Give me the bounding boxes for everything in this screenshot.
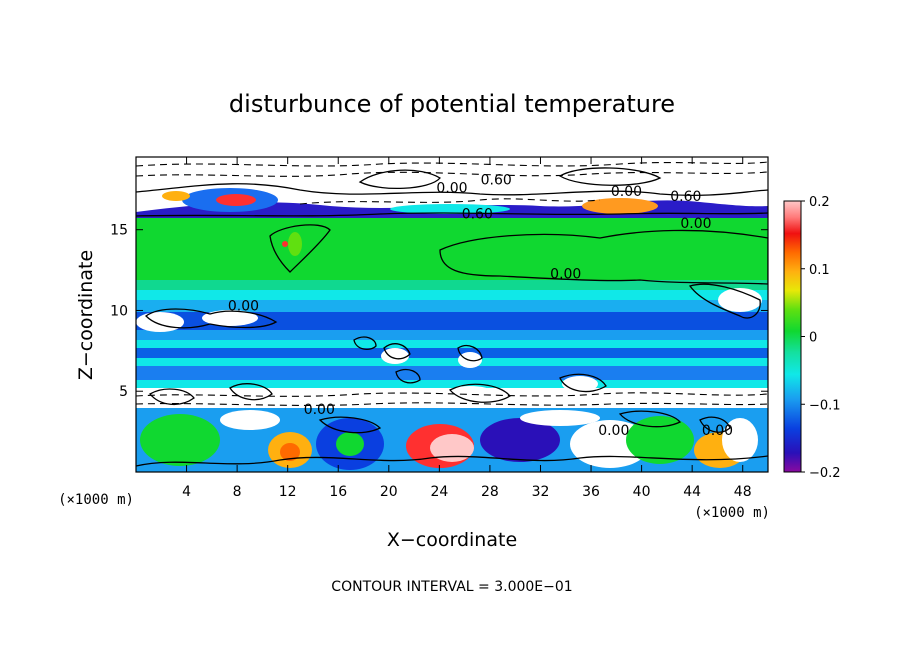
colorbar: 0.2 0.1 0 −0.1 −0.2 [783, 195, 841, 481]
contour-label: 0.00 [304, 402, 335, 418]
x-tick-label: 8 [233, 484, 242, 500]
colorbar-tick-label: −0.2 [809, 466, 841, 481]
x-tick-label: 20 [380, 484, 398, 500]
contour-label: 0.00 [550, 266, 581, 282]
x-tick-label: 44 [683, 484, 701, 500]
contour-label: 0.00 [228, 299, 259, 315]
x-tick-label: 32 [532, 484, 550, 500]
contour-label: 0.00 [680, 216, 711, 232]
colorbar-gradient [783, 200, 802, 473]
contour-label: 0.00 [598, 423, 629, 439]
contour-label: 0.00 [611, 184, 642, 200]
contour-label: 0.60 [481, 173, 512, 189]
x-ticks: 4 8 12 16 20 24 28 32 36 40 44 48 [182, 157, 752, 500]
y-axis-label: Z−coordinate [75, 250, 97, 380]
x-tick-label: 28 [481, 484, 499, 500]
x-units-left: (×1000 m) [58, 492, 134, 508]
y-tick-label: 5 [119, 384, 128, 400]
contour-label: 0.60 [670, 189, 701, 205]
plot-area: 0.00 0.60 0.60 0.00 0.60 0.00 0.00 0.00 0.00 0.00… [136, 157, 768, 472]
x-tick-label: 4 [182, 484, 191, 500]
x-tick-label: 48 [734, 484, 752, 500]
contour-labels: 0.00 0.60 0.60 0.00 0.60 0.00 0.00 0.00 0.00 0.00… [228, 173, 733, 439]
x-axis-label: X−coordinate [387, 529, 517, 551]
y-tick-label: 10 [110, 303, 128, 319]
y-tick-label: 15 [110, 223, 128, 239]
colorbar-ticks: 0.2 0.1 0 −0.1 −0.2 [801, 195, 841, 481]
x-tick-label: 36 [582, 484, 600, 500]
colorbar-tick-label: 0.2 [809, 195, 830, 210]
chart-title: disturbunce of potential temperature [229, 90, 675, 118]
y-ticks: 5 10 15 [110, 223, 768, 400]
colorbar-tick-label: −0.1 [809, 398, 841, 413]
contour-label: 0.00 [702, 423, 733, 439]
x-tick-label: 40 [633, 484, 651, 500]
contour-interval: CONTOUR INTERVAL = 3.000E−01 [331, 579, 572, 595]
colorbar-tick-label: 0 [809, 331, 817, 346]
dashed-contours [136, 161, 768, 406]
x-units-right: (×1000 m) [694, 505, 770, 521]
x-tick-label: 24 [430, 484, 448, 500]
x-tick-label: 12 [279, 484, 297, 500]
colorbar-tick-label: 0.1 [809, 263, 830, 278]
x-tick-label: 16 [329, 484, 347, 500]
contour-lines [136, 167, 768, 467]
contour-label: 0.00 [436, 181, 467, 197]
plot-frame [135, 156, 769, 473]
contour-label: 0.60 [462, 207, 493, 223]
